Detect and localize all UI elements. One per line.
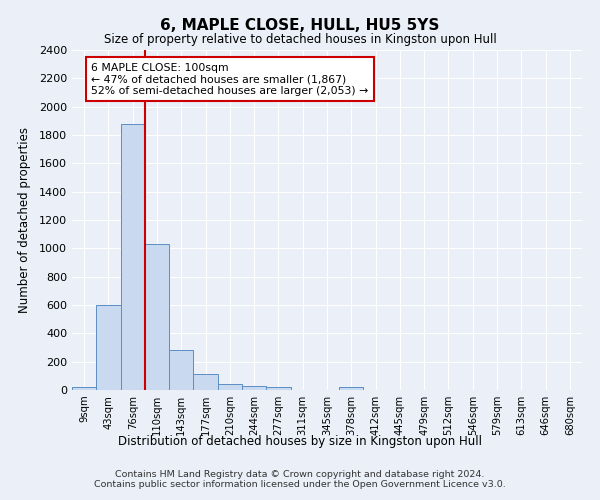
Bar	[72, 387, 96, 390]
Bar	[96, 305, 121, 390]
Bar	[121, 124, 145, 390]
Bar	[266, 387, 290, 390]
Bar	[145, 244, 169, 390]
Text: Size of property relative to detached houses in Kingston upon Hull: Size of property relative to detached ho…	[104, 32, 496, 46]
Text: 6 MAPLE CLOSE: 100sqm
← 47% of detached houses are smaller (1,867)
52% of semi-d: 6 MAPLE CLOSE: 100sqm ← 47% of detached …	[91, 62, 368, 96]
Bar	[193, 374, 218, 390]
Text: Contains HM Land Registry data © Crown copyright and database right 2024.
Contai: Contains HM Land Registry data © Crown c…	[94, 470, 506, 490]
Text: 6, MAPLE CLOSE, HULL, HU5 5YS: 6, MAPLE CLOSE, HULL, HU5 5YS	[160, 18, 440, 32]
Text: Distribution of detached houses by size in Kingston upon Hull: Distribution of detached houses by size …	[118, 435, 482, 448]
Bar	[242, 386, 266, 390]
Bar	[218, 384, 242, 390]
Bar	[339, 387, 364, 390]
Y-axis label: Number of detached properties: Number of detached properties	[17, 127, 31, 313]
Bar	[169, 350, 193, 390]
